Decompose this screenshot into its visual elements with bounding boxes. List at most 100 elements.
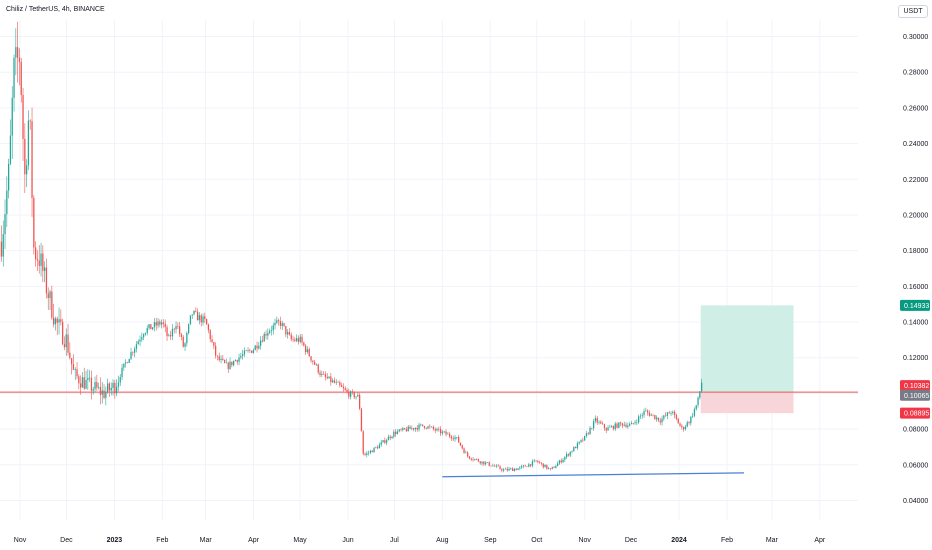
candle-body [661, 418, 663, 423]
y-tick-label: 0.30000 [903, 34, 928, 41]
candle-body [99, 386, 102, 395]
candle-body [681, 425, 683, 428]
candle-body [652, 414, 654, 416]
candle-body [54, 318, 57, 325]
candle-body [7, 163, 10, 191]
candle-body [472, 459, 474, 461]
candle-body [263, 333, 265, 342]
candle-body [142, 334, 145, 338]
candle-body [520, 466, 523, 468]
candle-body [74, 369, 76, 370]
candle-body [328, 376, 330, 379]
entry-price-tag [900, 380, 930, 392]
candle-body [488, 462, 490, 466]
candle-body [457, 437, 460, 443]
candle-body [97, 386, 100, 388]
candle-body [153, 322, 156, 328]
candle-body [184, 343, 186, 347]
candle-body [313, 361, 316, 365]
candle-body [171, 328, 174, 337]
x-tick-label: Apr [814, 537, 826, 544]
candle-body [367, 452, 370, 454]
candle-body [133, 348, 136, 353]
candle-body [686, 422, 688, 427]
candle-body [286, 332, 289, 335]
candle-body [393, 431, 395, 437]
candle-body [506, 468, 508, 471]
candle-body [470, 458, 472, 460]
candle-body [504, 468, 507, 470]
candle-body [60, 319, 62, 322]
candle-body [317, 364, 319, 373]
candle-body [574, 446, 577, 449]
target-price-tag-label: 0.14933 [904, 303, 929, 310]
y-tick-label: 0.16000 [903, 284, 928, 291]
candle-body [204, 316, 206, 320]
candle-body [119, 377, 121, 383]
candle-body [562, 459, 564, 463]
price-axis[interactable]: 0.30000 0.28000 0.26000 0.24000 0.22000 0.200… [903, 34, 928, 505]
candle-body [387, 436, 390, 441]
candle-body [427, 426, 429, 429]
candle-body [157, 321, 159, 326]
candle-body [182, 336, 184, 347]
y-tick-label: 0.06000 [903, 462, 928, 469]
candle-body [20, 61, 22, 95]
candle-body [92, 389, 94, 391]
candle-body [146, 328, 148, 333]
candle-body [580, 439, 582, 442]
candle-body [655, 417, 658, 420]
candle-body [497, 465, 499, 467]
candle-body [168, 335, 170, 337]
candle-body [510, 468, 512, 470]
candle-body [555, 466, 557, 469]
candle-body [61, 321, 64, 345]
candle-body [546, 464, 548, 469]
candle-body [272, 325, 274, 331]
candle-body [558, 460, 561, 464]
candle-body [65, 334, 67, 348]
candle-body [538, 462, 541, 463]
loss-zone [700, 392, 794, 414]
candle-body [657, 417, 660, 421]
y-tick-label: 0.04000 [903, 498, 928, 505]
candle-body [15, 47, 17, 58]
candle-body [515, 468, 517, 471]
candle-body [187, 324, 190, 334]
candle-body [166, 327, 168, 337]
x-tick-label: Dec [60, 537, 73, 544]
candle-body [324, 374, 327, 377]
candle-body [364, 453, 366, 455]
candle-body [76, 369, 78, 377]
candle-body [682, 427, 685, 430]
candle-body [396, 431, 399, 435]
target-price-tag [900, 299, 930, 311]
candle-body [245, 350, 247, 352]
candle-body [693, 409, 696, 416]
candle-body [150, 324, 152, 330]
candle-body [195, 311, 197, 312]
candle-body [508, 468, 510, 471]
candle-body [583, 435, 586, 441]
candle-body [528, 464, 530, 467]
entry-price-tag-label: 0.10382 [904, 383, 929, 390]
candle-body [43, 267, 46, 271]
candle-body [88, 377, 91, 379]
candle-body [553, 467, 555, 469]
time-axis[interactable]: Nov Dec 2023 Feb Mar Apr May Jun Jul Aug Sep Oct Nov… [14, 537, 826, 544]
candle-body [646, 410, 649, 413]
candle-body [443, 431, 445, 433]
support-trend-line [442, 472, 745, 478]
candle-body [281, 323, 283, 326]
candle-body [578, 441, 580, 444]
candle-body [639, 415, 642, 417]
candle-body [353, 392, 355, 398]
candle-body [634, 422, 636, 424]
candle-body [409, 426, 411, 429]
candle-body [9, 135, 12, 164]
currency-button[interactable]: USDT [898, 5, 928, 18]
candle-body [258, 345, 260, 349]
last-price-tag-label: 0.10065 [904, 393, 929, 400]
candle-body [169, 335, 172, 337]
